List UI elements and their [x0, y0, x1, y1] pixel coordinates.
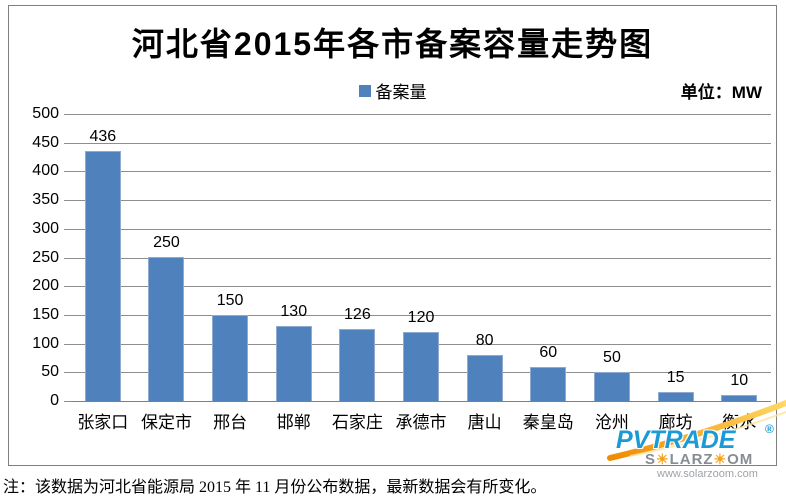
y-tick-mark: [64, 171, 71, 172]
y-axis-labels: 0 50 100 150 200 250 300 350 400 450 500: [9, 106, 59, 409]
x-axis-category-label: 沧州: [594, 413, 629, 432]
bar-value-label: 436: [89, 128, 117, 145]
y-tick-mark: [64, 258, 71, 259]
bar: [721, 395, 758, 401]
unit-label: 单位：MW: [680, 83, 762, 102]
bar: [466, 355, 503, 401]
x-axis-category-label: 保定市: [140, 413, 192, 432]
bar: [657, 392, 694, 401]
legend-marker-icon: [358, 84, 371, 97]
y-axis-tick-label: 300: [32, 220, 59, 237]
bar-value-label: 60: [539, 344, 558, 361]
gridline: [71, 143, 771, 144]
y-axis-tick-label: 150: [32, 306, 59, 323]
bars-row: 436 250 150 130 126 120 80 60 50 15 10: [71, 114, 771, 401]
bar-slot: 120: [389, 114, 453, 401]
bar-slot: 60: [516, 114, 580, 401]
y-tick-mark: [64, 401, 71, 402]
bar-slot: 250: [135, 114, 199, 401]
sun-icon: ☀: [713, 451, 728, 467]
solarzoom-text-part: LARZ: [669, 451, 714, 468]
bar-slot: 15: [644, 114, 708, 401]
solarzoom-text-part: S: [645, 451, 657, 468]
x-axis-category-label: 石家庄: [331, 413, 383, 432]
gridline: [71, 171, 771, 172]
bar-value-label: 150: [216, 292, 244, 309]
y-tick-mark: [64, 143, 71, 144]
bar-slot: 150: [198, 114, 262, 401]
bar: [530, 367, 567, 401]
pvtrade-logo-text: PVTRADE: [616, 426, 736, 454]
swoosh-arc-icon: [607, 400, 786, 461]
x-axis-category-label: 承德市: [395, 413, 447, 432]
legend: 备案量: [9, 78, 776, 103]
y-axis-tick-label: 100: [32, 335, 59, 352]
x-axis-category-label: 邢台: [213, 413, 248, 432]
legend-label: 备案量: [375, 83, 427, 102]
bar-value-label: 15: [666, 369, 685, 386]
gridline: [71, 200, 771, 201]
footer-note: 注：该数据为河北省能源局 2015 年 11 月份公布数据，最新数据会有所变化。: [3, 479, 547, 496]
bar: [84, 151, 121, 401]
bar-slot: 10: [707, 114, 771, 401]
x-axis-category-label: 邯郸: [276, 413, 311, 432]
watermark-logo: PVTRADE ® S☀LARZ☀OM www.solarzoom.com: [600, 396, 786, 496]
x-axis-labels: 张家口 保定市 邢台 邯郸 石家庄 承德市 唐山 秦皇岛 沧州 廊坊 衡水: [71, 408, 771, 433]
bar-value-label: 250: [153, 234, 180, 251]
gridline: [71, 286, 771, 287]
y-axis-tick-label: 50: [41, 363, 59, 380]
gridline: [71, 229, 771, 230]
bar-slot: 126: [326, 114, 390, 401]
bar-slot: 50: [580, 114, 644, 401]
y-axis-tick-label: 400: [32, 162, 59, 179]
y-axis-tick-label: 0: [50, 392, 59, 409]
y-axis-tick-label: 350: [32, 191, 59, 208]
bar-value-label: 80: [475, 332, 494, 349]
bar: [275, 326, 312, 401]
y-axis-tick-label: 450: [32, 134, 59, 151]
y-axis-tick-label: 500: [32, 105, 59, 122]
solarzoom-logo-text: S☀LARZ☀OM: [645, 451, 753, 468]
bar-value-label: 50: [603, 349, 621, 366]
y-tick-mark: [64, 372, 71, 373]
bar-value-label: 120: [407, 309, 435, 326]
y-tick-mark: [64, 114, 71, 115]
x-axis-category-label: 秦皇岛: [522, 413, 574, 432]
bar-value-label: 10: [730, 372, 749, 389]
chart-title: 河北省2015年各市备案容量走势图: [131, 26, 654, 62]
y-tick-mark: [64, 344, 71, 345]
x-axis-category-label: 张家口: [77, 413, 129, 432]
bar-slot: 80: [453, 114, 517, 401]
bar-value-label: 126: [344, 306, 371, 323]
bar-slot: 436: [71, 114, 135, 401]
bar: [212, 315, 249, 401]
bar: [339, 329, 376, 401]
y-tick-mark: [64, 286, 71, 287]
gridline: [71, 315, 771, 316]
bar: [403, 332, 440, 401]
bar: [148, 257, 185, 401]
gridline: [71, 258, 771, 259]
registered-trademark-icon: ®: [765, 422, 774, 436]
solarzoom-url: www.solarzoom.com: [657, 468, 758, 480]
bar: [593, 372, 630, 401]
chart-frame: 河北省2015年各市备案容量走势图 备案量 单位：MW 0 50 100 150 200…: [8, 5, 777, 466]
x-axis-category-label: 唐山: [467, 413, 502, 432]
y-axis-tick-label: 250: [32, 249, 59, 266]
y-tick-mark: [64, 315, 71, 316]
bar-value-label: 130: [280, 303, 308, 320]
y-tick-mark: [64, 229, 71, 230]
bar-slot: 130: [262, 114, 326, 401]
plot-area: 436 250 150 130 126 120 80 60 50 15 10: [64, 114, 771, 402]
y-axis-tick-label: 200: [32, 277, 59, 294]
sun-icon: ☀: [656, 451, 670, 467]
solarzoom-text-part: OM: [727, 451, 754, 468]
y-tick-mark: [64, 200, 71, 201]
x-axis-category-label: 廊坊: [658, 413, 693, 432]
gridline: [71, 114, 771, 115]
